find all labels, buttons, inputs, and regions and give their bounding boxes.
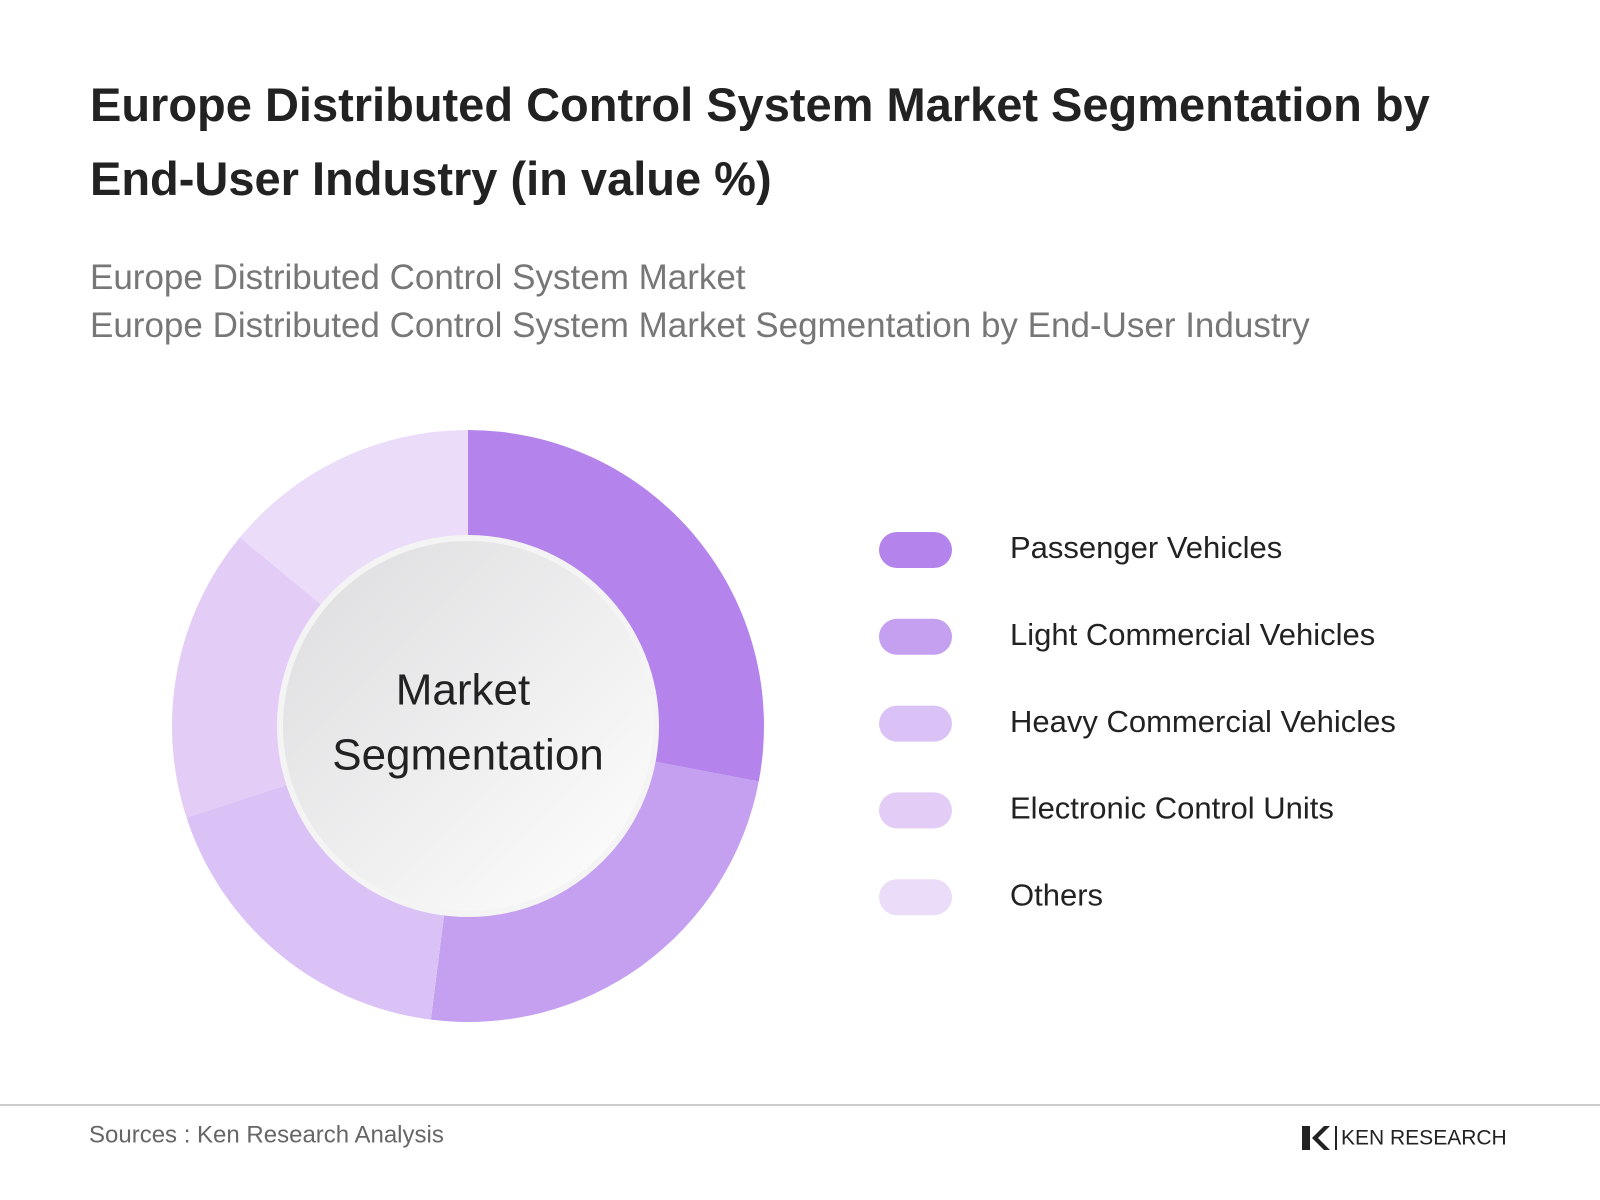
- legend-label: Light Commercial Vehicles: [1010, 617, 1375, 652]
- subtitle: Europe Distributed Control System Market…: [90, 306, 1310, 345]
- legend-swatch: [879, 705, 952, 742]
- center-label: Market: [396, 666, 530, 715]
- source: Sources : Ken Research Analysis: [89, 1121, 444, 1148]
- legend-label: Electronic Control Units: [1010, 791, 1334, 826]
- center-label: Segmentation: [332, 731, 604, 780]
- legend-swatch: [879, 879, 952, 916]
- legend-label: Heavy Commercial Vehicles: [1010, 704, 1396, 739]
- legend-label: Others: [1010, 877, 1103, 912]
- legend-swatch: [879, 532, 952, 568]
- legend-label: Passenger Vehicles: [1010, 530, 1282, 565]
- donut-slice: [186, 772, 450, 1020]
- legend-swatch: [879, 792, 952, 829]
- chart-title: Europe Distributed Control System Market…: [90, 78, 1430, 205]
- subtitle: Europe Distributed Control System Market: [90, 258, 746, 297]
- logo-icon: [1302, 1126, 1330, 1150]
- legend-swatch: [879, 618, 952, 655]
- donut-hub: [277, 535, 659, 917]
- donut-slice: [430, 754, 759, 1022]
- logo: KEN RESEARCH: [1341, 1127, 1507, 1150]
